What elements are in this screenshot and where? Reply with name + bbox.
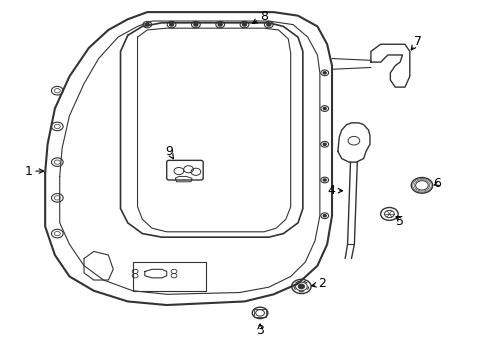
Circle shape xyxy=(323,179,325,181)
Circle shape xyxy=(145,23,149,26)
Text: 5: 5 xyxy=(395,215,403,228)
Text: 9: 9 xyxy=(165,145,173,158)
Circle shape xyxy=(323,72,325,74)
Circle shape xyxy=(266,23,270,26)
Text: 2: 2 xyxy=(318,277,325,290)
Text: 7: 7 xyxy=(413,35,421,48)
Circle shape xyxy=(323,108,325,110)
Text: 8: 8 xyxy=(260,10,267,23)
Text: 6: 6 xyxy=(433,177,441,190)
Circle shape xyxy=(242,23,246,26)
Text: 1: 1 xyxy=(24,165,32,177)
Circle shape xyxy=(218,23,222,26)
Circle shape xyxy=(298,284,304,289)
Circle shape xyxy=(323,143,325,145)
Text: 4: 4 xyxy=(326,184,334,197)
Circle shape xyxy=(194,23,198,26)
Circle shape xyxy=(323,215,325,217)
Circle shape xyxy=(169,23,173,26)
Text: 3: 3 xyxy=(256,324,264,337)
